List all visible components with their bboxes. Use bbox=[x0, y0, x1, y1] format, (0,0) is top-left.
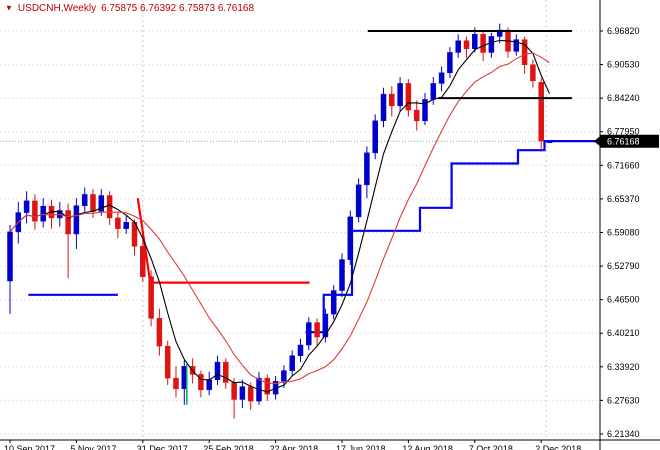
price-axis-label: 6.71660 bbox=[607, 160, 640, 170]
candle bbox=[380, 93, 387, 122]
candle bbox=[389, 93, 395, 107]
price-axis-label: 6.27630 bbox=[607, 395, 640, 405]
candle bbox=[198, 374, 204, 391]
candle bbox=[231, 382, 237, 400]
time-axis-label: 7 Oct 2018 bbox=[469, 444, 513, 450]
candle bbox=[123, 221, 129, 229]
candle bbox=[422, 99, 428, 122]
candle bbox=[206, 379, 212, 391]
chart-title: ▼ USDCNH,Weekly 6.75875 6.76392 6.75873 … bbox=[5, 3, 254, 15]
candle bbox=[430, 83, 437, 100]
candle bbox=[297, 344, 304, 356]
time-axis[interactable] bbox=[0, 440, 600, 450]
candle bbox=[81, 194, 88, 206]
symbol-timeframe-label: USDCNH,Weekly bbox=[17, 3, 97, 14]
candle bbox=[413, 109, 420, 122]
price-axis-label: 6.40210 bbox=[607, 328, 640, 338]
candle bbox=[314, 322, 320, 338]
ohlc-readout: 6.75875 6.76392 6.75873 6.76168 bbox=[101, 3, 255, 14]
candle bbox=[140, 246, 146, 277]
price-box-rect bbox=[600, 134, 659, 148]
candle bbox=[23, 200, 30, 213]
step-indicator-segment bbox=[305, 140, 600, 334]
candle bbox=[214, 361, 221, 380]
candle bbox=[521, 39, 528, 65]
candle bbox=[156, 318, 163, 347]
time-axis-label: 31 Dec 2017 bbox=[137, 444, 188, 450]
candle bbox=[281, 370, 287, 382]
candle bbox=[355, 184, 362, 218]
candle bbox=[322, 313, 329, 338]
candle bbox=[463, 40, 470, 49]
candle bbox=[148, 276, 154, 319]
candle bbox=[90, 194, 96, 212]
candle bbox=[347, 216, 354, 260]
candle bbox=[247, 386, 254, 402]
candle bbox=[364, 152, 370, 186]
candle bbox=[289, 355, 295, 371]
candle bbox=[513, 39, 520, 52]
sell-marker-icon: ▼ bbox=[5, 3, 13, 13]
candle bbox=[480, 34, 486, 53]
candle bbox=[455, 40, 461, 53]
candle bbox=[447, 52, 453, 73]
candle bbox=[397, 83, 403, 107]
price-axis-label: 6.46500 bbox=[607, 295, 640, 305]
candle bbox=[164, 345, 171, 379]
price-axis-label: 6.65370 bbox=[607, 194, 640, 204]
current-price-box: 6.76168 bbox=[594, 134, 659, 148]
candle bbox=[372, 120, 378, 154]
price-axis-label: 6.21340 bbox=[607, 429, 640, 439]
price-axis[interactable] bbox=[600, 0, 660, 450]
candle bbox=[65, 210, 71, 235]
candle bbox=[530, 64, 536, 82]
time-axis-label: 25 Feb 2018 bbox=[203, 444, 254, 450]
candle bbox=[115, 217, 121, 229]
candle bbox=[264, 377, 271, 395]
candles-series bbox=[7, 23, 553, 419]
time-axis-label: 17 Jun 2018 bbox=[336, 444, 386, 450]
candle bbox=[339, 259, 345, 291]
time-axis-label: 2 Dec 2018 bbox=[535, 444, 581, 450]
candle bbox=[488, 36, 495, 53]
price-axis-label: 6.90530 bbox=[607, 60, 640, 70]
candle bbox=[546, 141, 553, 144]
candle bbox=[306, 322, 312, 346]
candle bbox=[472, 34, 478, 49]
ma-slow-line bbox=[9, 52, 550, 384]
time-axis-label: 10 Sep 2017 bbox=[4, 444, 55, 450]
candle bbox=[106, 195, 113, 219]
price-axis-label: 6.84240 bbox=[607, 93, 640, 103]
candle bbox=[330, 290, 337, 315]
price-axis-label: 6.96820 bbox=[607, 26, 640, 36]
price-axis-label: 6.33920 bbox=[607, 362, 640, 372]
price-box-arrow-icon bbox=[594, 136, 600, 147]
time-axis-label: 12 Aug 2018 bbox=[402, 444, 453, 450]
time-axis-label: 5 Nov 2017 bbox=[70, 444, 116, 450]
candle bbox=[223, 361, 229, 383]
time-axis-label: 22 Apr 2018 bbox=[270, 444, 319, 450]
candle bbox=[73, 205, 80, 235]
ma-fast-line bbox=[9, 39, 550, 393]
candle bbox=[32, 200, 38, 222]
candle bbox=[438, 72, 445, 84]
price-axis-label: 6.77950 bbox=[607, 127, 640, 137]
candle bbox=[405, 83, 412, 111]
current-price-label: 6.76168 bbox=[607, 136, 640, 146]
candle bbox=[239, 386, 246, 400]
candle bbox=[173, 377, 179, 390]
price-axis-label: 6.59080 bbox=[607, 227, 640, 237]
candle bbox=[538, 82, 544, 142]
candle bbox=[7, 231, 13, 282]
price-axis-label: 6.52790 bbox=[607, 261, 640, 271]
